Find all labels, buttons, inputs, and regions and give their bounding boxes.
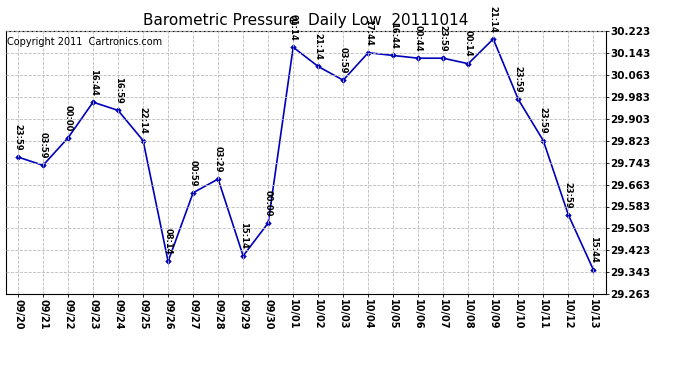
Text: 03:59: 03:59: [339, 47, 348, 74]
Text: 21:14: 21:14: [489, 6, 497, 32]
Text: 23:59: 23:59: [439, 25, 448, 52]
Text: 22:14: 22:14: [139, 107, 148, 134]
Text: Copyright 2011  Cartronics.com: Copyright 2011 Cartronics.com: [7, 38, 162, 47]
Text: 23:59: 23:59: [14, 124, 23, 150]
Text: 21:14: 21:14: [314, 33, 323, 60]
Text: 16:44: 16:44: [388, 22, 397, 49]
Text: 23:59: 23:59: [539, 107, 548, 134]
Text: 23:59: 23:59: [564, 182, 573, 208]
Text: 17:44: 17:44: [364, 20, 373, 46]
Text: 15:14: 15:14: [239, 222, 248, 249]
Text: 00:00: 00:00: [63, 105, 72, 131]
Text: 15:44: 15:44: [589, 236, 598, 263]
Text: 00:44: 00:44: [414, 25, 423, 52]
Text: 00:14: 00:14: [464, 30, 473, 57]
Text: 00:59: 00:59: [188, 160, 197, 186]
Text: 08:14: 08:14: [164, 228, 172, 255]
Text: 03:29: 03:29: [214, 146, 223, 172]
Text: 03:59: 03:59: [39, 132, 48, 159]
Text: 16:44: 16:44: [88, 69, 97, 96]
Text: 16:59: 16:59: [114, 77, 123, 104]
Text: 23:59: 23:59: [514, 66, 523, 93]
Text: 00:00: 00:00: [264, 190, 273, 216]
Title: Barometric Pressure  Daily Low  20111014: Barometric Pressure Daily Low 20111014: [143, 13, 469, 28]
Text: 01:14: 01:14: [288, 14, 297, 40]
